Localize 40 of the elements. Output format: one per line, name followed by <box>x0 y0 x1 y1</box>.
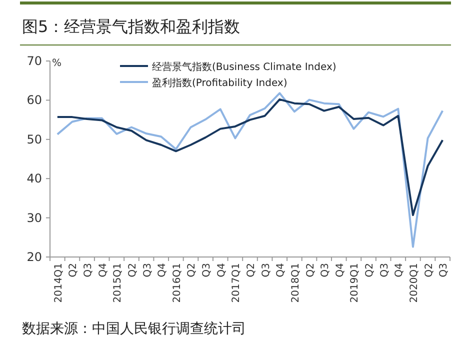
y-tick-label: 60 <box>26 93 42 108</box>
x-tick-label: Q4 <box>216 263 228 278</box>
x-tick-label: 2014Q1 <box>53 263 64 303</box>
x-tick-label: Q4 <box>98 263 109 278</box>
x-tick-label: 2017Q1 <box>231 263 242 303</box>
x-tick-label: Q2 <box>68 263 80 278</box>
x-tick-label: 2019Q1 <box>350 263 361 303</box>
y-tick-label: 70 <box>26 54 42 68</box>
x-tick-label: Q4 <box>394 263 406 278</box>
x-tick-label: Q2 <box>246 263 257 278</box>
y-tick-label: 40 <box>26 172 42 186</box>
y-axis-title: % <box>52 58 62 69</box>
source-note: 数据来源：中国人民银行调查统计司 <box>22 321 246 337</box>
x-tick-label: Q2 <box>186 263 198 278</box>
x-tick-label: Q3 <box>320 263 332 278</box>
x-tick-label: Q2 <box>364 263 376 278</box>
x-tick-label: Q3 <box>260 263 272 278</box>
x-tick-label: Q4 <box>334 263 346 278</box>
x-tick-label: Q3 <box>142 263 154 278</box>
y-tick-label: 30 <box>26 210 42 225</box>
y-tick-label: 20 <box>26 250 42 264</box>
x-tick-label: 2020Q1 <box>408 263 420 303</box>
x-tick-label: Q2 <box>127 263 138 278</box>
x-tick-label: Q2 <box>424 263 435 278</box>
x-tick-label: Q3 <box>202 263 213 278</box>
x-tick-label: Q2 <box>305 263 316 278</box>
x-tick-label: Q3 <box>438 263 450 278</box>
legend-label: 经营景气指数(Business Climate Index) <box>152 61 336 73</box>
x-tick-label: Q4 <box>157 263 168 278</box>
x-tick-label: 2015Q1 <box>112 263 124 303</box>
x-tick-label: Q3 <box>379 263 390 278</box>
legend-label: 盈利指数(Profitability Index) <box>152 77 288 89</box>
x-tick-label: Q4 <box>276 263 287 278</box>
y-tick-label: 50 <box>26 132 42 146</box>
x-tick-label: 2018Q1 <box>290 263 302 303</box>
chart-title: 图5：经营景气指数和盈利指数 <box>22 17 240 36</box>
x-tick-label: 2016Q1 <box>172 263 183 303</box>
x-tick-label: Q3 <box>83 263 94 278</box>
line-series <box>56 92 444 248</box>
line-series <box>56 98 444 216</box>
